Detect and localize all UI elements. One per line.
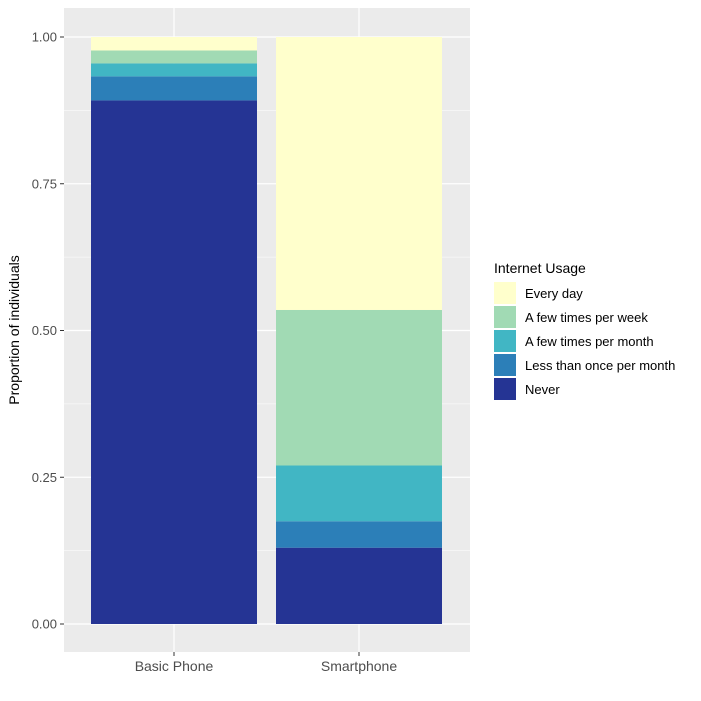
bar-segment [91, 37, 257, 51]
legend-key [494, 378, 516, 400]
bar-segment [91, 100, 257, 624]
legend-label: Less than once per month [525, 358, 675, 373]
legend-key [494, 354, 516, 376]
legend-label: Never [525, 382, 560, 397]
y-tick-label: 0.50 [32, 323, 57, 338]
legend-label: Every day [525, 286, 583, 301]
y-tick-label: 1.00 [32, 30, 57, 45]
bar-segment [91, 63, 257, 77]
legend-title: Internet Usage [494, 260, 586, 276]
y-tick-label: 0.25 [32, 470, 57, 485]
legend-key [494, 330, 516, 352]
bar-segment [276, 37, 442, 310]
x-tick-label: Smartphone [321, 658, 397, 674]
legend-key [494, 306, 516, 328]
y-axis-label: Proportion of individuals [6, 255, 22, 404]
bar-segment [91, 76, 257, 101]
bar-segment [276, 547, 442, 624]
bar-segment [276, 521, 442, 548]
y-tick-label: 0.00 [32, 617, 57, 632]
bar-segment [276, 465, 442, 522]
x-axis: Basic Phone Smartphone [135, 652, 397, 674]
y-axis: 0.00 0.25 0.50 0.75 1.00 [32, 30, 64, 632]
bars [91, 37, 442, 624]
legend-label: A few times per month [525, 334, 654, 349]
legend-key [494, 282, 516, 304]
x-tick-label: Basic Phone [135, 658, 214, 674]
y-tick-label: 0.75 [32, 176, 57, 191]
bar-segment [91, 50, 257, 64]
legend-label: A few times per week [525, 310, 648, 325]
legend: Internet Usage Every day A few times per … [494, 260, 675, 400]
bar-segment [276, 309, 442, 466]
